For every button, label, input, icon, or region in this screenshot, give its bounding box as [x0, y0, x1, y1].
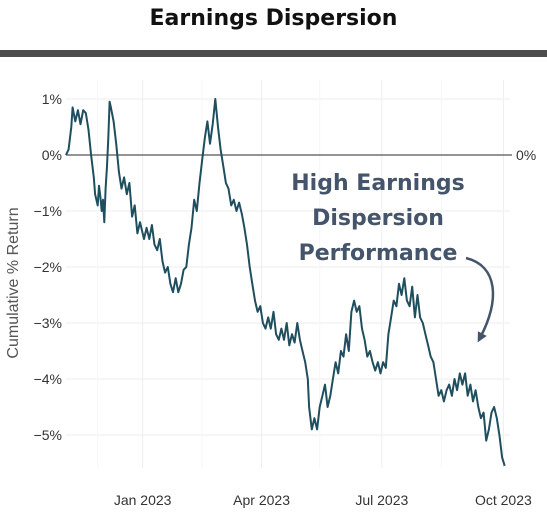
x-tick-label: Jan 2023 [114, 492, 172, 508]
x-axis-ticks: Jan 2023 Apr 2023 Jul 2023 Oct 2023 [114, 492, 532, 508]
annotation: High Earnings Dispersion Performance [291, 171, 495, 343]
x-tick-label: Apr 2023 [233, 492, 290, 508]
title-underline [0, 50, 547, 57]
y-tick-label: −5% [34, 427, 62, 443]
series-line-0 [65, 98, 506, 467]
annotation-line: Performance [299, 241, 458, 266]
zero-reference: 0% [66, 147, 536, 163]
y-axis-label: Cumulative % Return [5, 207, 22, 358]
x-tick-label: Oct 2023 [475, 492, 532, 508]
annotation-line: Dispersion [312, 206, 444, 231]
y-tick-label: −4% [34, 371, 62, 387]
annotation-line: High Earnings [291, 171, 464, 196]
y-tick-label: 0% [42, 147, 62, 163]
y-tick-label: −1% [34, 203, 62, 219]
y-axis-ticks: 1% 0% −1% −2% −3% −4% −5% [34, 91, 62, 443]
series-layer [65, 98, 506, 467]
zero-line-label: 0% [516, 147, 536, 163]
chart-title: Earnings Dispersion [149, 6, 398, 31]
annotation-arrow [465, 256, 495, 343]
y-tick-label: 1% [42, 91, 62, 107]
x-tick-label: Jul 2023 [355, 492, 408, 508]
grid-lines [66, 80, 510, 468]
y-tick-label: −3% [34, 315, 62, 331]
y-tick-label: −2% [34, 259, 62, 275]
